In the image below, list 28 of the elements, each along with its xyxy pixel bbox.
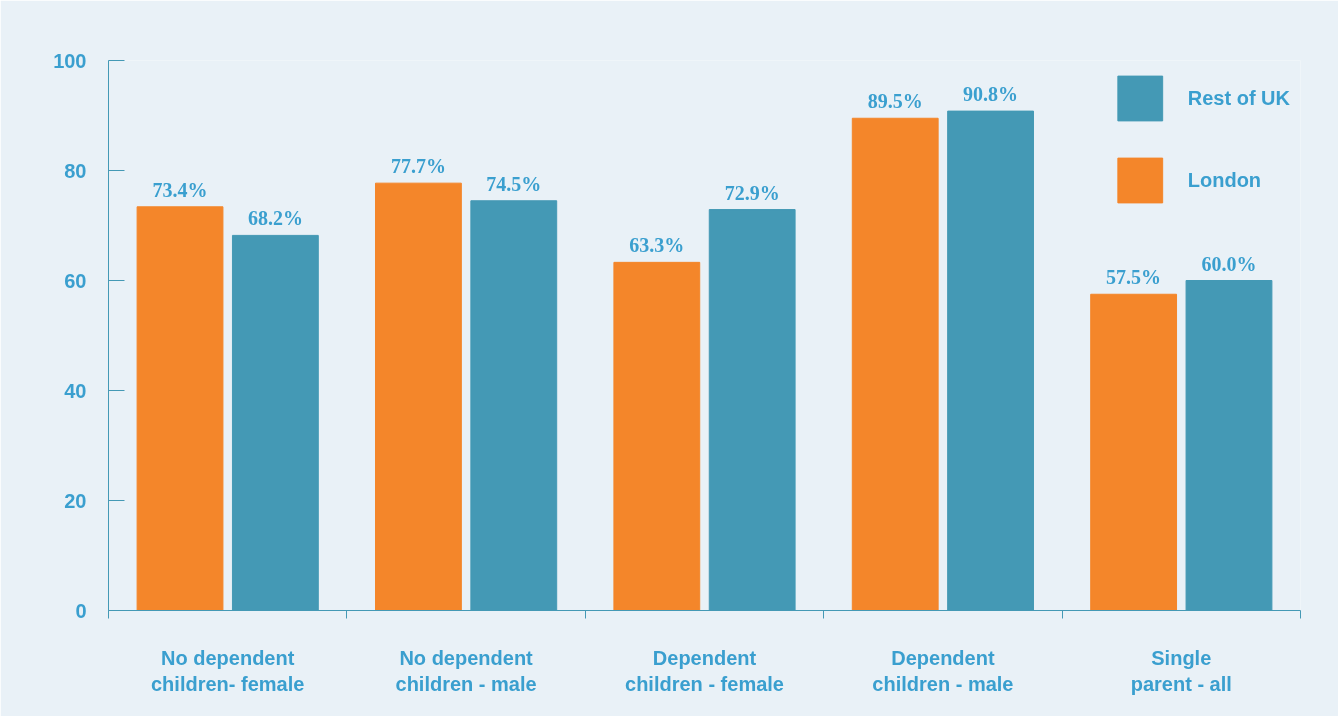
bar [136,206,224,611]
bar [375,182,462,611]
data-label: 68.2% [247,207,303,230]
bar [613,261,701,611]
data-label: 57.5% [1106,266,1162,289]
x-tick-label: Single parent - all [1130,646,1232,695]
bar [1090,293,1178,611]
x-tick-label: No dependent children- female [151,646,305,695]
data-label: 89.5% [867,90,923,113]
legend-label: Rest of UK [1187,86,1290,110]
data-label: 90.8% [963,83,1019,106]
y-tick-label: 0 [75,599,87,622]
bar [851,117,939,611]
data-label: 72.9% [724,181,780,204]
legend-label: London [1187,168,1262,192]
x-tick-label: Dependent children - male [872,646,1014,695]
x-tick-label: No dependent children - male [395,646,537,695]
data-label: 60.0% [1201,252,1257,275]
data-label: 73.4% [152,178,208,201]
data-label: 63.3% [629,234,685,257]
y-tick-label: 20 [64,489,87,512]
data-label: 74.5% [486,172,542,195]
y-tick-label: 80 [64,159,87,182]
x-tick-label: Dependent children - female [625,646,784,695]
y-tick-label: 60 [64,269,87,292]
y-tick-label: 40 [64,379,87,402]
y-tick-label: 100 [53,49,87,72]
data-label: 77.7% [390,155,446,178]
